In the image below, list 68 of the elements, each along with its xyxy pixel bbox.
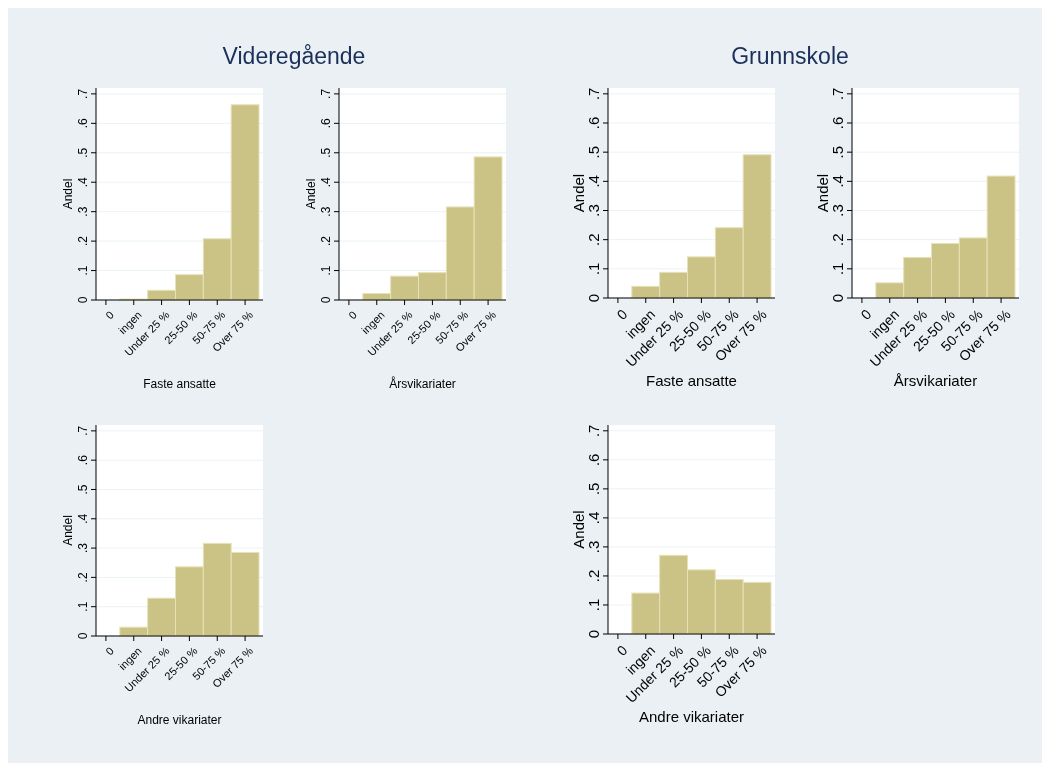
chart-title: Videregående xyxy=(222,43,366,69)
y-tick-label: .5 xyxy=(319,147,333,158)
x-tick-label: 0 xyxy=(103,644,116,658)
x-tick-label: 0 xyxy=(857,306,875,323)
y-tick-label: .3 xyxy=(585,540,602,554)
y-tick-label: .6 xyxy=(76,454,90,466)
y-axis-title: Andel xyxy=(304,178,318,210)
y-tick-label: 0 xyxy=(76,632,90,640)
x-axis-title: Årsvikariater xyxy=(389,376,456,391)
y-tick-label: .5 xyxy=(76,484,90,495)
y-tick-label: 0 xyxy=(585,629,602,639)
y-tick-label: .2 xyxy=(829,233,846,246)
y-tick-label: .7 xyxy=(319,88,333,99)
y-tick-label: .1 xyxy=(319,265,333,276)
x-tick-label: 0 xyxy=(613,642,631,659)
y-axis-title: Andel xyxy=(61,178,75,210)
y-tick-label: .4 xyxy=(829,175,846,188)
chart-title: Grunnskole xyxy=(731,43,849,69)
y-tick-label: 0 xyxy=(829,293,846,303)
y-axis-title: Andel xyxy=(570,510,587,549)
y-tick-label: .4 xyxy=(585,175,602,188)
y-tick-label: .3 xyxy=(319,206,333,217)
y-tick-label: .1 xyxy=(76,265,90,276)
x-axis-title: Faste ansatte xyxy=(646,372,737,389)
x-axis-title: Andre vikariater xyxy=(638,708,745,725)
y-tick-label: .2 xyxy=(76,235,90,247)
y-tick-label: 0 xyxy=(585,293,602,303)
y-tick-label: .4 xyxy=(76,513,90,524)
y-tick-label: .4 xyxy=(585,511,602,525)
y-axis-title: Andel xyxy=(61,515,75,546)
y-tick-label: .7 xyxy=(76,88,90,99)
y-tick-label: .7 xyxy=(829,87,846,101)
y-tick-label: .2 xyxy=(585,569,602,583)
y-tick-label: .3 xyxy=(76,206,90,217)
y-tick-label: .2 xyxy=(319,235,333,247)
x-tick-label: 0 xyxy=(103,308,116,322)
x-tick-label: 0 xyxy=(346,308,359,322)
y-tick-label: .5 xyxy=(585,145,602,159)
y-tick-label: 0 xyxy=(76,296,90,304)
y-tick-label: .7 xyxy=(76,425,90,436)
y-tick-label: .4 xyxy=(76,176,90,188)
y-tick-label: .3 xyxy=(585,204,602,217)
y-tick-label: .1 xyxy=(829,262,846,276)
y-tick-label: .5 xyxy=(76,147,90,158)
y-tick-label: .6 xyxy=(585,453,602,467)
y-tick-label: .6 xyxy=(585,116,602,130)
y-tick-label: .1 xyxy=(585,262,602,276)
y-tick-label: .4 xyxy=(319,176,333,188)
x-axis-title: Faste ansatte xyxy=(143,377,217,391)
y-tick-label: 0 xyxy=(319,296,333,304)
x-axis-title: Årsvikariater xyxy=(893,372,978,389)
y-tick-label: .7 xyxy=(585,87,602,101)
y-tick-label: .5 xyxy=(829,145,846,159)
y-tick-label: .6 xyxy=(76,118,90,129)
y-tick-label: .6 xyxy=(319,118,333,129)
y-axis-title: Andel xyxy=(570,173,587,213)
y-axis-title: Andel xyxy=(814,173,831,213)
y-tick-label: .3 xyxy=(829,204,846,217)
x-axis-title: Andre vikariater xyxy=(137,713,222,727)
x-tick-label: 0 xyxy=(613,306,631,323)
y-tick-label: .2 xyxy=(585,233,602,246)
y-tick-label: .7 xyxy=(585,424,602,438)
y-tick-label: .6 xyxy=(829,116,846,130)
y-tick-label: .3 xyxy=(76,542,90,554)
y-tick-label: .5 xyxy=(585,482,602,496)
y-tick-label: .1 xyxy=(585,598,602,612)
y-tick-label: .2 xyxy=(76,572,90,583)
y-tick-label: .1 xyxy=(76,601,90,612)
